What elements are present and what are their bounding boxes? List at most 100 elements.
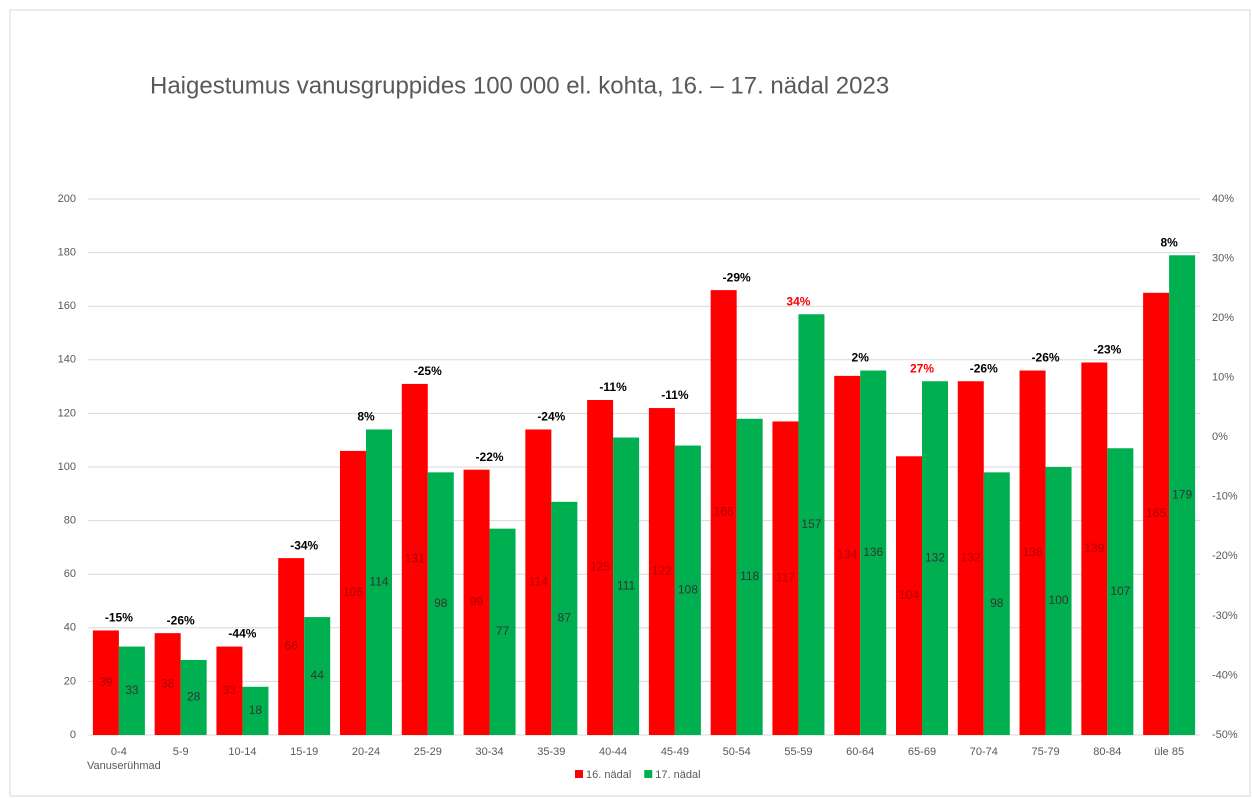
change-label: -24% — [537, 410, 565, 424]
x-tick-label: 75-79 — [1031, 746, 1059, 758]
data-label: 28 — [187, 690, 201, 704]
bar — [551, 501, 578, 735]
bar — [401, 383, 428, 735]
x-tick-label: 20-24 — [352, 746, 380, 758]
data-label: 131 — [405, 552, 425, 566]
change-label: -26% — [167, 613, 195, 627]
data-label: 132 — [925, 550, 945, 564]
change-label: 34% — [786, 294, 810, 308]
bar — [1019, 370, 1046, 735]
y-tick-label: 40 — [64, 622, 76, 634]
bar — [613, 437, 640, 735]
data-label: 39 — [99, 675, 113, 689]
data-label: 33 — [223, 683, 237, 697]
data-label: 104 — [899, 588, 919, 602]
bar — [242, 686, 269, 735]
bar — [427, 472, 454, 735]
change-label: -29% — [723, 270, 751, 284]
y-tick-label: 180 — [58, 247, 76, 259]
legend-swatch — [575, 770, 583, 778]
x-tick-label: 0-4 — [111, 746, 127, 758]
data-label: 106 — [343, 585, 363, 599]
data-label: 33 — [125, 683, 139, 697]
data-label: 99 — [470, 595, 484, 609]
data-label: 114 — [529, 574, 548, 588]
x-tick-label: 40-44 — [599, 746, 627, 758]
data-label: 107 — [1110, 584, 1130, 598]
bar — [92, 630, 119, 735]
change-label: -11% — [599, 380, 627, 394]
y2-tick-label: 30% — [1212, 252, 1234, 264]
data-label: 132 — [961, 550, 981, 564]
data-label: 111 — [617, 578, 636, 592]
bar — [1143, 292, 1170, 735]
x-tick-label: 30-34 — [475, 746, 503, 758]
y2-tick-label: -30% — [1212, 610, 1238, 622]
change-label: -34% — [290, 538, 318, 552]
data-label: 114 — [369, 574, 388, 588]
y-tick-label: 200 — [58, 193, 76, 205]
y-tick-label: 100 — [58, 461, 76, 473]
bar — [896, 456, 922, 735]
data-label: 44 — [311, 668, 325, 682]
legend-label: 16. nädal — [586, 769, 631, 781]
change-label: 8% — [357, 410, 375, 424]
bar — [525, 429, 552, 735]
change-label: 8% — [1160, 235, 1178, 249]
bar — [1169, 255, 1196, 735]
change-label: -25% — [414, 364, 442, 378]
data-label: 98 — [434, 596, 448, 610]
x-tick-label: 35-39 — [537, 746, 565, 758]
x-tick-label: 65-69 — [908, 746, 936, 758]
x-tick-label: üle 85 — [1154, 746, 1184, 758]
data-label: 117 — [776, 570, 795, 584]
change-label: -23% — [1093, 343, 1121, 357]
bar — [983, 472, 1010, 735]
x-tick-label: 70-74 — [970, 746, 998, 758]
y2-tick-label: 40% — [1212, 193, 1234, 205]
bar — [648, 408, 675, 735]
legend-label: 17. nädal — [655, 769, 700, 781]
y-tick-label: 60 — [64, 568, 76, 580]
bar — [922, 381, 948, 735]
x-tick-label: 45-49 — [661, 746, 689, 758]
data-label: 100 — [1049, 593, 1069, 607]
data-label: 66 — [285, 639, 299, 653]
data-label: 98 — [990, 596, 1004, 610]
y-tick-label: 160 — [58, 300, 76, 312]
data-label: 38 — [161, 676, 175, 690]
x-tick-label: 10-14 — [228, 746, 256, 758]
x-tick-label: 25-29 — [414, 746, 442, 758]
x-tick-label: 80-84 — [1093, 746, 1121, 758]
y2-tick-label: 0% — [1212, 431, 1228, 443]
x-tick-label: 55-59 — [784, 746, 812, 758]
x-tick-label: 50-54 — [723, 746, 751, 758]
data-label: 118 — [740, 569, 759, 583]
bar — [118, 646, 145, 735]
bar — [736, 418, 763, 735]
bar — [463, 469, 490, 735]
bar — [674, 445, 701, 735]
data-label: 136 — [1023, 545, 1043, 559]
data-label: 136 — [863, 545, 883, 559]
change-label: -15% — [105, 611, 133, 625]
y2-tick-label: -50% — [1212, 729, 1238, 741]
bar — [1081, 362, 1108, 735]
x-axis-title: Vanuserühmad — [87, 760, 161, 772]
y2-tick-label: 20% — [1212, 312, 1234, 324]
bar — [154, 633, 181, 735]
data-label: 108 — [678, 582, 698, 596]
data-label: 87 — [558, 611, 572, 625]
change-label: -11% — [661, 388, 689, 402]
y2-tick-label: -20% — [1212, 550, 1238, 562]
data-label: 77 — [496, 624, 510, 638]
bar — [1045, 467, 1072, 735]
bar — [957, 381, 984, 735]
data-label: 179 — [1172, 487, 1192, 501]
y2-tick-label: 10% — [1212, 372, 1234, 384]
data-label: 139 — [1084, 541, 1104, 555]
chart-title: Haigestumus vanusgruppides 100 000 el. k… — [150, 72, 889, 99]
data-label: 134 — [837, 548, 857, 562]
y2-tick-label: -40% — [1212, 669, 1238, 681]
